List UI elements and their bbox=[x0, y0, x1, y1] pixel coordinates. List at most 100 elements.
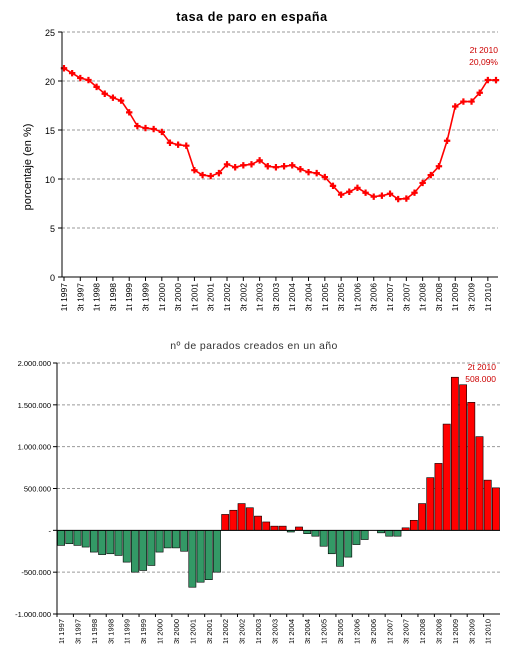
bar bbox=[213, 530, 221, 573]
x-tick-label: 1t 2010 bbox=[484, 619, 493, 644]
gridlines bbox=[62, 31, 498, 229]
x-tick-label: 3t 2005 bbox=[336, 619, 345, 644]
x-axis-ticks: 1t 1997 3t 1997 1t 1998 3t 1998 1t 1999 3t 19… bbox=[59, 277, 493, 311]
y-tick-label: 1.500.000 bbox=[18, 401, 51, 410]
bar bbox=[475, 436, 484, 531]
x-tick-label: 3t 2006 bbox=[369, 619, 378, 644]
rate-point bbox=[174, 141, 182, 148]
bar bbox=[163, 530, 172, 549]
bar bbox=[409, 519, 418, 531]
x-tick-label: 3t 2008 bbox=[434, 619, 443, 644]
bar bbox=[155, 530, 164, 553]
rate-point bbox=[346, 188, 353, 195]
bar bbox=[336, 530, 344, 567]
gridlines bbox=[57, 362, 500, 573]
rate-point bbox=[305, 168, 312, 176]
y-tick-label: -1.000.000 bbox=[15, 610, 51, 619]
x-tick-label: 1t 2008 bbox=[418, 283, 428, 312]
x-tick-label: 3t 1998 bbox=[108, 283, 118, 312]
bar bbox=[434, 463, 443, 531]
rate-point bbox=[150, 125, 157, 133]
bar bbox=[327, 530, 336, 555]
y-axis-ticks: 0 5 10 15 20 25 bbox=[45, 28, 62, 283]
rate-point bbox=[207, 172, 214, 180]
x-tick-label: 1t 2001 bbox=[189, 283, 199, 312]
unemployment-rate-chart: tasa de paro en españa porcentaje (en %)… bbox=[22, 10, 500, 311]
x-tick-label: 3t 1999 bbox=[139, 619, 148, 644]
rate-point bbox=[394, 195, 402, 203]
bar bbox=[426, 477, 435, 531]
x-tick-label: 1t 2000 bbox=[156, 619, 165, 644]
rate-point bbox=[354, 184, 361, 192]
y-tick-label: 20 bbox=[45, 77, 55, 87]
bar bbox=[262, 521, 271, 531]
x-tick-label: 1t 1997 bbox=[59, 283, 69, 312]
rate-point bbox=[468, 98, 475, 105]
rate-point bbox=[191, 166, 198, 174]
rate-point bbox=[256, 157, 263, 164]
bar bbox=[311, 530, 320, 537]
x-tick-label: 1t 2002 bbox=[222, 283, 232, 312]
rate-point bbox=[77, 74, 84, 82]
rate-point bbox=[321, 173, 329, 181]
rate-point bbox=[231, 164, 239, 171]
x-tick-label: 1t 2007 bbox=[385, 283, 395, 312]
x-tick-label: 1t 2002 bbox=[221, 619, 230, 644]
chart-title: nº de parados creados en un año bbox=[170, 340, 337, 352]
x-axis-ticks: 1t 1997 3t 1997 1t 1998 3t 1998 1t 1999 3t 19… bbox=[56, 614, 493, 644]
bar bbox=[467, 402, 476, 531]
bar bbox=[459, 384, 467, 531]
bar bbox=[303, 530, 312, 534]
annotation-period: 2t 2010 bbox=[468, 362, 497, 372]
rate-point bbox=[264, 163, 271, 170]
bar bbox=[131, 530, 139, 573]
rate-point bbox=[411, 189, 418, 196]
x-tick-label: 1t 2000 bbox=[157, 283, 167, 312]
chart-title: tasa de paro en españa bbox=[176, 10, 328, 24]
x-tick-label: 1t 1998 bbox=[92, 283, 102, 312]
rate-point bbox=[427, 171, 434, 179]
x-tick-label: 1t 2001 bbox=[188, 619, 197, 644]
x-tick-label: 1t 1997 bbox=[57, 619, 66, 644]
rate-point bbox=[272, 164, 280, 171]
x-tick-label: 1t 2005 bbox=[320, 619, 329, 644]
bar bbox=[254, 515, 262, 531]
bar bbox=[352, 530, 361, 545]
bar bbox=[245, 507, 254, 531]
bar bbox=[393, 530, 402, 537]
new-unemployed-chart: nº de parados creados en un año -1.000.0… bbox=[15, 340, 500, 644]
axes bbox=[56, 363, 500, 615]
rate-series bbox=[60, 65, 500, 203]
bar bbox=[114, 530, 123, 556]
bar bbox=[196, 530, 205, 583]
bar bbox=[90, 530, 98, 553]
x-tick-label: 3t 2004 bbox=[303, 619, 312, 644]
rate-point bbox=[158, 128, 166, 136]
bar bbox=[81, 530, 90, 548]
bar bbox=[237, 503, 246, 531]
x-tick-label: 3t 2001 bbox=[206, 283, 216, 312]
x-tick-label: 3t 2004 bbox=[304, 283, 314, 312]
annotation-value: 20,09% bbox=[469, 57, 498, 67]
bar bbox=[229, 509, 238, 531]
rate-point bbox=[85, 76, 92, 84]
bar bbox=[360, 530, 369, 540]
x-tick-label: 1t 2003 bbox=[255, 283, 265, 312]
x-tick-label: 1t 2010 bbox=[483, 283, 493, 312]
rate-point bbox=[240, 162, 247, 169]
y-tick-label: - bbox=[49, 526, 52, 535]
rate-point bbox=[297, 166, 304, 173]
rate-point bbox=[492, 76, 500, 84]
rate-point bbox=[117, 97, 125, 104]
x-tick-label: 1t 1999 bbox=[124, 283, 134, 312]
x-tick-label: 3t 1997 bbox=[74, 619, 83, 644]
annotation-value: 508.000 bbox=[465, 374, 496, 384]
x-tick-label: 1t 2004 bbox=[287, 619, 296, 644]
rate-point bbox=[329, 182, 337, 190]
bar bbox=[73, 530, 82, 546]
bar bbox=[106, 530, 115, 555]
y-tick-label: -500.000 bbox=[21, 568, 51, 577]
x-tick-label: 1t 1998 bbox=[90, 619, 99, 644]
